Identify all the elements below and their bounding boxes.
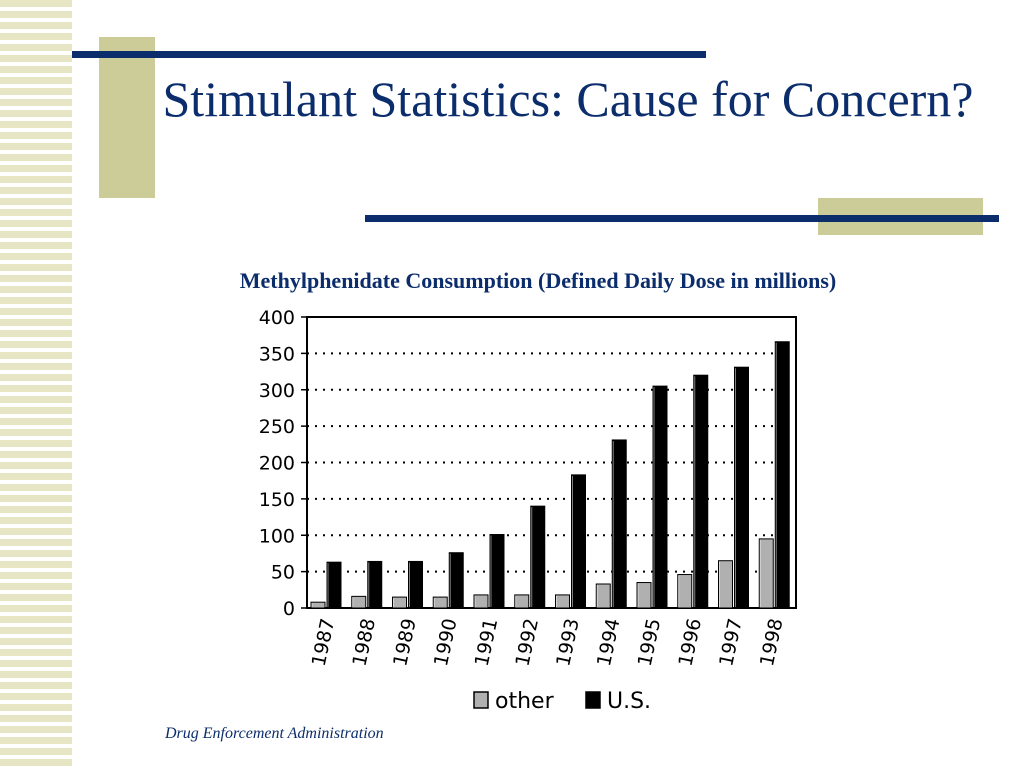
bar-us-1998 — [774, 341, 790, 609]
bar-other-1995 — [636, 582, 652, 609]
bar-us-1988 — [367, 560, 383, 609]
bar-other-1991 — [473, 594, 489, 609]
legend-label-other: other — [495, 689, 555, 714]
y-tick-label: 350 — [259, 343, 295, 365]
bar-other-1997 — [718, 560, 733, 609]
x-tick-label: 1998 — [756, 616, 788, 668]
y-tick-label: 300 — [259, 380, 295, 402]
y-tick-label: 400 — [259, 307, 295, 329]
y-tick-label: 250 — [259, 416, 295, 438]
bar-us-1996 — [693, 374, 709, 609]
bar-other-1992 — [514, 594, 530, 609]
x-tick-label: 1996 — [674, 616, 706, 668]
x-tick-label: 1992 — [511, 616, 543, 668]
bar-other-1990 — [432, 596, 448, 609]
accent-box-left — [99, 37, 155, 198]
chart-title: Methylphenidate Consumption (Defined Dai… — [239, 268, 837, 293]
bar-us-1989 — [408, 560, 423, 609]
striped-sidebar-decoration — [0, 0, 72, 768]
y-tick-label: 0 — [283, 598, 295, 620]
bar-other-1996 — [677, 574, 693, 609]
bar-us-1995 — [652, 385, 668, 609]
bar-us-1997 — [734, 366, 749, 609]
bar-other-1994 — [595, 583, 611, 609]
legend-swatch-us — [585, 691, 601, 709]
accent-line-bottom — [365, 215, 999, 222]
bar-us-1992 — [530, 505, 546, 609]
slide-title: Stimulant Statistics: Cause for Concern? — [162, 71, 974, 127]
bar-other-1998 — [758, 538, 774, 609]
y-tick-label: 150 — [259, 489, 295, 511]
x-tick-label: 1995 — [634, 616, 666, 668]
x-tick-label: 1991 — [471, 616, 503, 668]
bar-us-1987 — [326, 561, 342, 609]
x-tick-label: 1997 — [715, 616, 747, 668]
y-tick-label: 100 — [259, 525, 295, 547]
footer-source: Drug Enforcement Administration — [165, 725, 384, 742]
bar-us-1993 — [571, 474, 586, 609]
legend-swatch-other — [473, 691, 489, 709]
bar-us-1990 — [448, 552, 464, 609]
x-tick-label: 1988 — [348, 616, 380, 668]
x-tick-label: 1994 — [593, 616, 625, 668]
bar-other-1988 — [351, 595, 367, 609]
accent-line-top — [72, 51, 706, 58]
x-tick-label: 1993 — [552, 616, 584, 668]
y-tick-label: 200 — [259, 453, 295, 475]
bar-other-1989 — [392, 596, 407, 609]
x-tick-label: 1987 — [308, 616, 340, 668]
bar-us-1991 — [489, 534, 505, 609]
bar-other-1987 — [310, 601, 326, 609]
y-tick-label: 50 — [271, 562, 295, 584]
bar-us-1994 — [611, 439, 627, 609]
bar-other-1993 — [555, 594, 570, 609]
x-tick-label: 1990 — [430, 616, 462, 668]
x-tick-label: 1989 — [389, 616, 421, 668]
legend-label-us: U.S. — [607, 689, 651, 714]
